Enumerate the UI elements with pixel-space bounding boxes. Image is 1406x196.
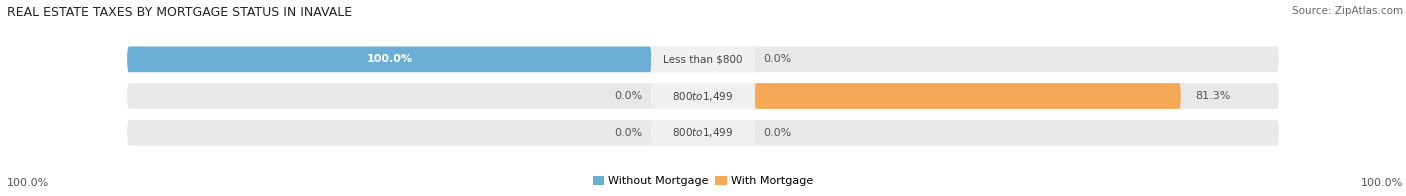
Text: $800 to $1,499: $800 to $1,499 bbox=[672, 126, 734, 139]
Text: 0.0%: 0.0% bbox=[763, 54, 792, 64]
FancyBboxPatch shape bbox=[755, 83, 1181, 109]
Text: 0.0%: 0.0% bbox=[614, 128, 643, 138]
Text: REAL ESTATE TAXES BY MORTGAGE STATUS IN INAVALE: REAL ESTATE TAXES BY MORTGAGE STATUS IN … bbox=[7, 6, 351, 19]
FancyBboxPatch shape bbox=[127, 83, 1279, 109]
FancyBboxPatch shape bbox=[651, 120, 755, 146]
Text: Less than $800: Less than $800 bbox=[664, 54, 742, 64]
FancyBboxPatch shape bbox=[127, 46, 651, 72]
Text: Source: ZipAtlas.com: Source: ZipAtlas.com bbox=[1292, 6, 1403, 16]
Legend: Without Mortgage, With Mortgage: Without Mortgage, With Mortgage bbox=[588, 171, 818, 191]
Text: 100.0%: 100.0% bbox=[7, 178, 49, 188]
Text: 0.0%: 0.0% bbox=[614, 91, 643, 101]
FancyBboxPatch shape bbox=[651, 46, 755, 72]
Text: 100.0%: 100.0% bbox=[366, 54, 412, 64]
FancyBboxPatch shape bbox=[127, 120, 1279, 146]
Text: 81.3%: 81.3% bbox=[1195, 91, 1230, 101]
Text: 100.0%: 100.0% bbox=[1361, 178, 1403, 188]
FancyBboxPatch shape bbox=[127, 46, 1279, 72]
FancyBboxPatch shape bbox=[651, 83, 755, 109]
Text: 0.0%: 0.0% bbox=[763, 128, 792, 138]
Text: $800 to $1,499: $800 to $1,499 bbox=[672, 90, 734, 103]
